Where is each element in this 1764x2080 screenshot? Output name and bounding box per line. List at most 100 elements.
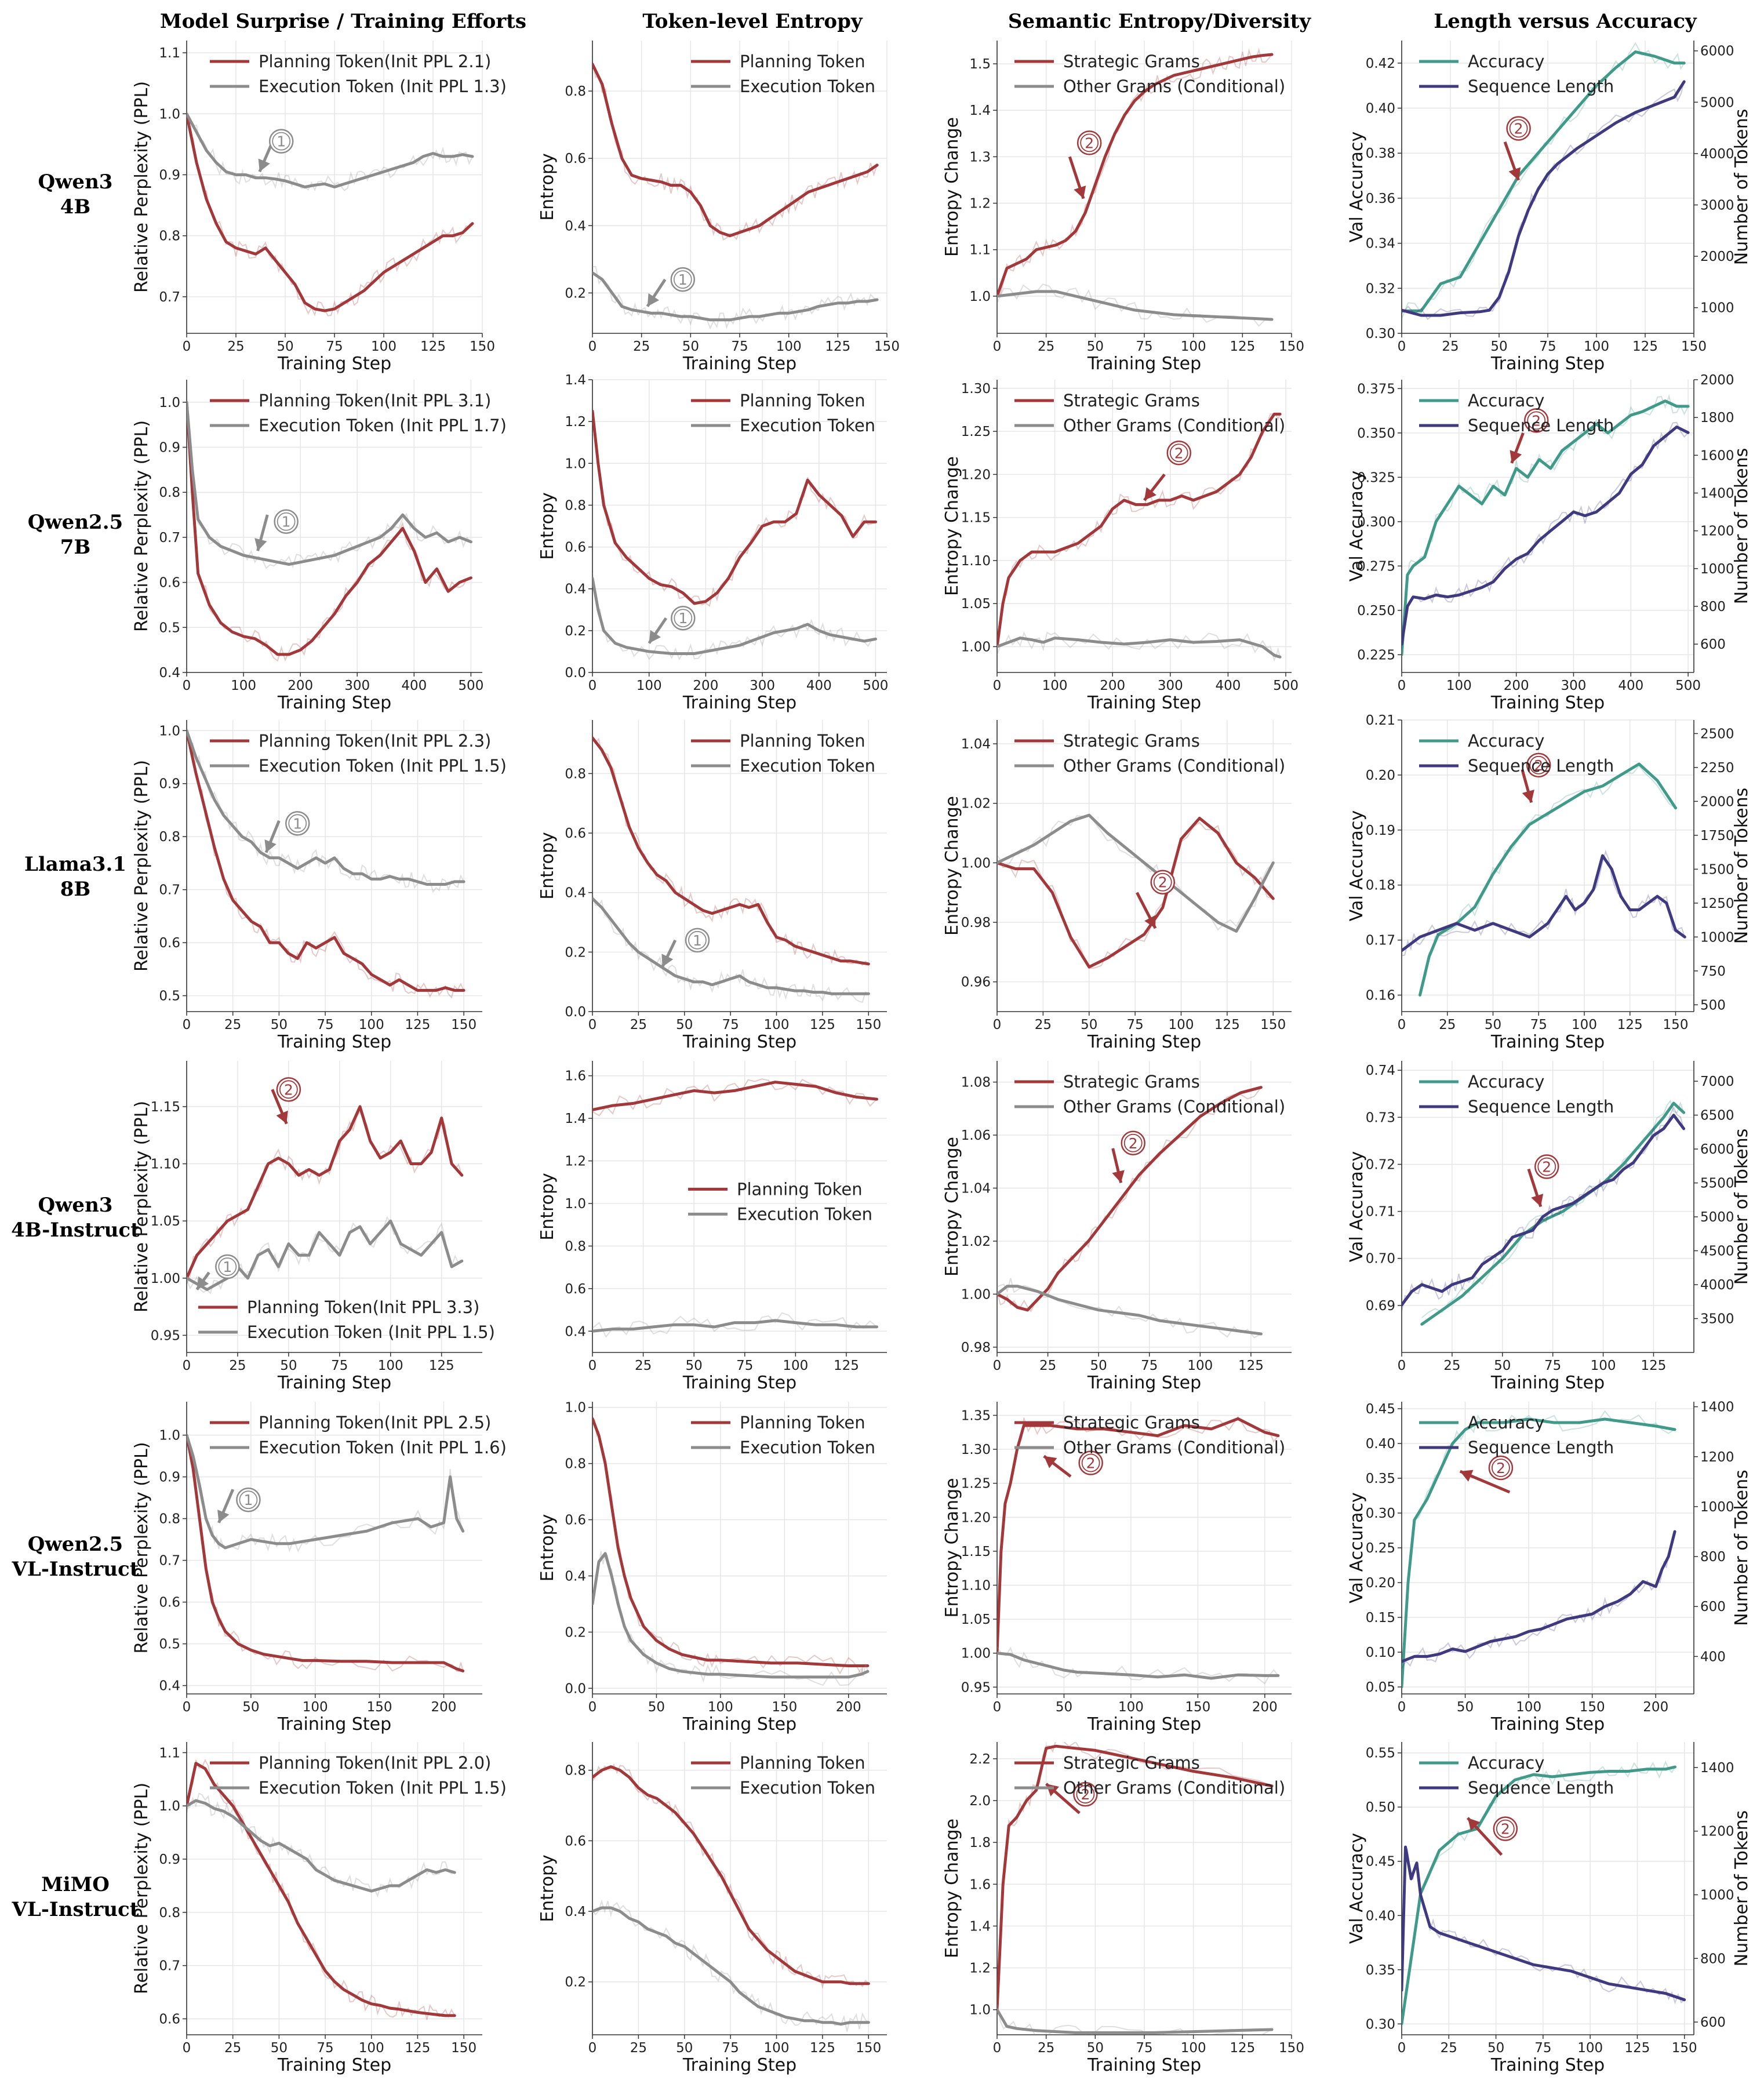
series-raw-execution	[187, 401, 472, 569]
plot-area	[187, 111, 474, 317]
plot-area	[1402, 762, 1686, 997]
series-line-execution	[592, 271, 879, 322]
legend: Planning Token Execution Token	[691, 1413, 875, 1457]
y-tick-label: 0.9	[159, 1470, 180, 1485]
x-tick-label: 0	[588, 1017, 597, 1032]
annotation-arrow-head	[1510, 450, 1522, 463]
y-tick-label: 0.275	[1357, 559, 1395, 574]
annotation-1: 1	[661, 928, 710, 968]
series-line-execution	[592, 1319, 878, 1333]
annotation-arrow-head	[1460, 1470, 1474, 1482]
x-axis-label: Training Step	[1490, 354, 1605, 374]
x-tick-label: 25	[227, 339, 244, 354]
y-tick-label: 1.06	[961, 1128, 991, 1143]
legend-label-planning: Planning Token	[737, 1179, 863, 1199]
panel-r3-c1: 0 25 50 75 100 125 0.4 0.6 0.8 1.0 1.2 1.4 1.6 Traini…	[537, 1061, 887, 1393]
x-tick-label: 150	[1681, 339, 1707, 354]
x-tick-label: 150	[874, 339, 900, 354]
x-tick-label: 150	[1580, 1700, 1605, 1715]
y-axis-label: Entropy	[537, 832, 558, 900]
y-tick-label: 0.7	[159, 530, 180, 546]
legend-label-planning: Planning Token(Init PPL 2.5)	[259, 1413, 491, 1432]
series-line-execution	[997, 1652, 1280, 1680]
annotation-2: 2	[1503, 116, 1531, 181]
plot-area	[997, 813, 1275, 969]
series-line-planning	[592, 1417, 870, 1667]
x-tick-label: 300	[750, 678, 775, 693]
x-tick-label: 125	[405, 1017, 430, 1032]
panel-r0-c0: 0 25 50 75 100 125 150 0.7 0.8 0.9 1.0 1.1 Training …	[132, 41, 507, 374]
legend-label-accuracy: Accuracy	[1468, 1753, 1544, 1773]
x-tick-label: 0	[993, 1358, 1002, 1373]
y-tick-label: 0.6	[565, 1834, 586, 1849]
y2-tick-label: 1000	[1700, 562, 1734, 577]
x-tick-label: 25	[1038, 339, 1054, 354]
x-tick-label: 25	[224, 1017, 241, 1032]
plot-area	[997, 412, 1282, 662]
y-tick-label: 0.70	[1366, 1252, 1395, 1267]
annotation-circle-inner	[673, 270, 692, 289]
annotation-circle-inner	[218, 1257, 237, 1276]
x-tick-label: 75	[326, 339, 343, 354]
y2-tick-label: 2000	[1700, 794, 1734, 809]
annotation-2: 2	[1068, 130, 1102, 199]
x-tick-label: 0	[1398, 339, 1406, 354]
y2-tick-label: 1400	[1700, 486, 1734, 501]
y-tick-label: 0.6	[565, 1282, 586, 1297]
y-tick-label: 1.08	[961, 1075, 991, 1090]
x-tick-label: 150	[1672, 2041, 1697, 2056]
annotation-1: 1	[264, 811, 310, 853]
y-tick-label: 1.20	[961, 1510, 991, 1525]
y-tick-label: 0.45	[1366, 1854, 1395, 1870]
x-tick-label: 100	[378, 1358, 403, 1373]
x-tick-label: 125	[1214, 1017, 1240, 1032]
plot-area	[187, 1758, 456, 2020]
series-line-execution	[592, 577, 877, 655]
y-tick-label: 0.6	[159, 1595, 180, 1610]
y-tick-label: 1.8	[969, 1835, 991, 1850]
x-tick-label: 100	[764, 2041, 790, 2056]
panel-r2-c1: 0 25 50 75 100 125 150 0.0 0.2 0.4 0.6 0.8 Training …	[537, 720, 887, 1052]
series-line-execution	[187, 401, 472, 566]
y-tick-label: 1.0	[159, 395, 180, 410]
y-tick-label: 0.2	[565, 624, 586, 639]
y-axis-label: Entropy	[537, 1514, 558, 1582]
y2-tick-label: 1750	[1700, 828, 1734, 843]
x-axis-label: Training Step	[1490, 1032, 1605, 1052]
x-tick-label: 100	[359, 1017, 384, 1032]
y-tick-label: 1.02	[961, 1234, 991, 1249]
annotation-1: 1	[254, 509, 299, 551]
y-tick-label: 0.2	[565, 945, 586, 960]
x-tick-label: 0	[993, 678, 1002, 693]
annotation-arrow-head	[1074, 186, 1086, 199]
x-tick-label: 0	[1398, 678, 1406, 693]
y-tick-label: 0.2	[565, 1975, 586, 1990]
panel-r1-c2: 0 100 200 300 400 500 1.00 1.05 1.10 1.15 1.20 1.25…	[942, 380, 1299, 713]
x-tick-label: 100	[231, 678, 256, 693]
x-tick-label: 100	[1169, 1017, 1194, 1032]
plot-area	[592, 1078, 878, 1338]
y2-tick-label: 800	[1700, 1550, 1726, 1565]
series-raw-planning	[997, 1087, 1262, 1312]
y2-tick-label: 3000	[1700, 198, 1734, 213]
series-line-execution	[997, 813, 1275, 933]
annotation-arrow-head	[1467, 1817, 1481, 1831]
series-line-planning	[997, 816, 1275, 969]
y-tick-label: 0.32	[1366, 281, 1395, 296]
y-tick-label: 0.20	[1366, 1576, 1395, 1591]
y-axis-label: Entropy	[537, 1173, 558, 1241]
annotation-label: 1	[678, 271, 688, 288]
x-tick-label: 200	[1100, 678, 1125, 693]
x-tick-label: 75	[317, 1017, 333, 1032]
x-tick-label: 150	[451, 1017, 477, 1032]
x-tick-label: 0	[588, 1358, 597, 1373]
x-tick-label: 400	[1618, 678, 1643, 693]
annotation-1: 1	[646, 267, 696, 307]
y-tick-label: 0.8	[565, 1763, 586, 1779]
y-tick-label: 0.8	[159, 1906, 180, 1921]
x-tick-label: 50	[1090, 1358, 1107, 1373]
plot-area	[187, 1434, 465, 1672]
x-tick-label: 0	[588, 339, 597, 354]
x-tick-label: 100	[1516, 1700, 1541, 1715]
